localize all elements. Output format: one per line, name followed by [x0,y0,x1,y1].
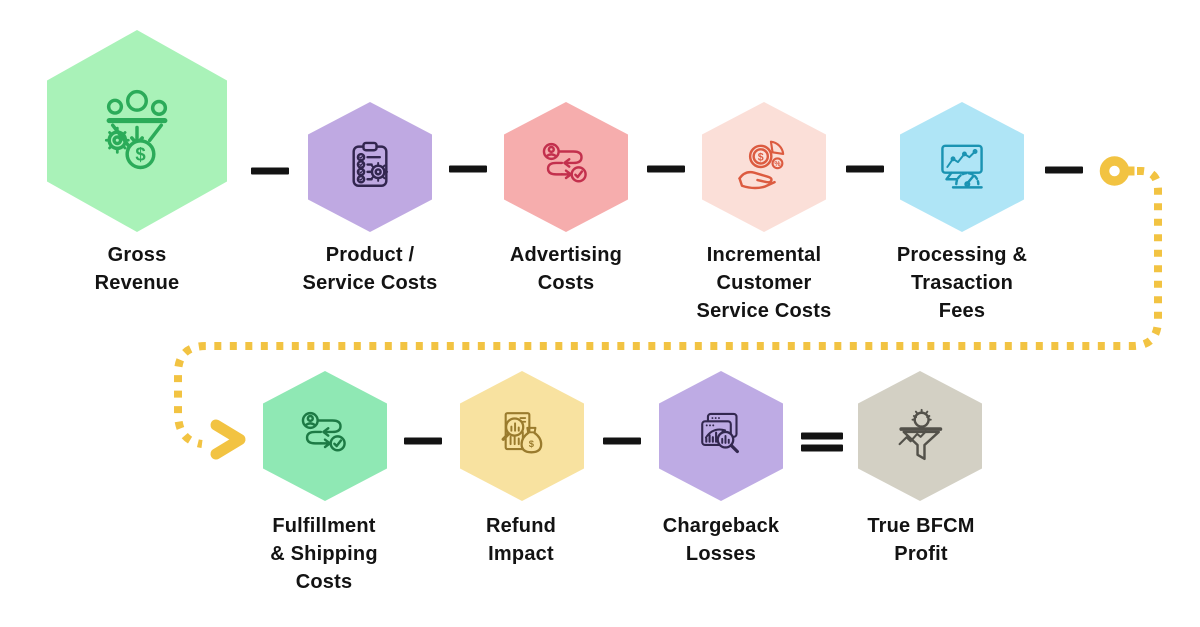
hexagon [659,371,783,501]
node-processing-transaction-fees [900,102,1024,232]
funnel-money-icon: $ [104,89,168,170]
svg-text:$: $ [758,151,764,163]
minus-operator [846,165,884,173]
hexagon [263,371,387,501]
node-label-processing-transaction-fees: Processing & Trasaction Fees [896,244,1028,322]
node-gross-revenue: $ [47,30,227,232]
workflow-arrows-icon [301,411,346,452]
node-label-chargeback-losses: Chargeback Losses [662,515,780,565]
minus-operator [404,437,442,445]
funnel-gear-icon [898,408,943,461]
hexagon [858,371,982,501]
node-product-service-costs [308,102,432,232]
hexagon [504,102,628,232]
clipboard-checklist-icon [352,141,389,187]
hexagon: $ [460,371,584,501]
svg-text:$: $ [135,144,146,165]
minus-operator [449,165,487,173]
equals-bar [801,432,843,440]
node-label-advertising-costs: Advertising Costs [509,244,623,294]
node-true-bfcm-profit [858,371,982,501]
node-label-fulfillment-shipping-costs: Fulfillment & Shipping Costs [270,515,378,593]
node-label-incremental-customer-service-costs: Incremental Customer Service Costs [696,244,832,322]
svg-text:$: $ [529,439,535,449]
hand-coin-icon: $ % [738,140,785,190]
hexagon: $ [47,30,227,232]
hexagon: $ % [702,102,826,232]
node-incremental-customer-service-costs: $ % [702,102,826,232]
window-chart-magnifier-icon [701,412,739,454]
flow-start-nub [1126,166,1135,176]
node-chargeback-losses [659,371,783,501]
node-label-product-service-costs: Product / Service Costs [302,244,438,294]
monitor-gauge-icon [941,144,983,189]
hexagon [308,102,432,232]
hexagon [900,102,1024,232]
report-moneybag-icon: $ [501,412,543,454]
minus-operator [251,167,289,175]
minus-operator [603,437,641,445]
node-label-true-bfcm-profit: True BFCM Profit [867,515,975,565]
minus-operator [1045,166,1083,174]
node-advertising-costs [504,102,628,232]
svg-text:%: % [774,161,780,168]
flow-start-ring-icon [1099,156,1130,186]
node-fulfillment-shipping-costs [263,371,387,501]
node-label-gross-revenue: Gross Revenue [94,244,180,294]
equals-operator [801,432,843,452]
minus-operator [647,165,685,173]
node-refund-impact: $ [460,371,584,501]
equals-bar [801,444,843,452]
flow-arrowhead-icon [210,419,246,460]
workflow-arrows-icon [542,142,587,183]
node-label-refund-impact: Refund Impact [485,515,557,565]
